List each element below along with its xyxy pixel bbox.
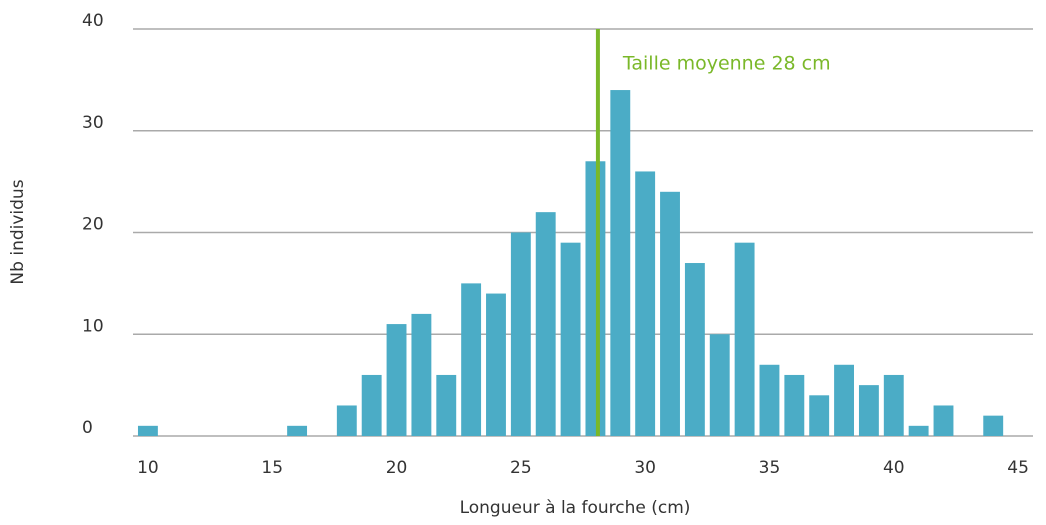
- bar: [784, 374, 805, 436]
- bar: [386, 324, 407, 436]
- y-tick-label: 40: [82, 11, 104, 31]
- bar: [560, 242, 581, 436]
- x-axis-label: Longueur à la fourche (cm): [460, 498, 691, 518]
- bar: [834, 364, 854, 436]
- bar: [535, 212, 556, 436]
- bar: [933, 405, 954, 436]
- bar: [983, 415, 1004, 436]
- y-axis-label: Nb individus: [8, 179, 28, 284]
- x-tick-label: 40: [883, 458, 905, 478]
- bar: [585, 161, 606, 436]
- y-tick-label: 0: [82, 418, 93, 438]
- mean-label: Taille moyenne 28 cm: [622, 53, 831, 75]
- bar: [361, 374, 382, 436]
- x-tick-label: 25: [510, 458, 532, 478]
- bar: [635, 171, 656, 436]
- bar: [486, 293, 506, 436]
- bar: [709, 334, 730, 436]
- bar: [734, 242, 755, 436]
- bar: [137, 425, 158, 436]
- bar: [436, 374, 457, 436]
- y-tick-label: 10: [82, 316, 104, 336]
- bar: [759, 364, 780, 436]
- x-tick-label: 20: [386, 458, 408, 478]
- bar: [858, 385, 879, 436]
- bar: [908, 425, 929, 436]
- y-tick-label: 30: [82, 113, 104, 133]
- bar: [411, 313, 432, 436]
- x-tick-label: 10: [137, 458, 159, 478]
- x-tick-label: 45: [1007, 458, 1029, 478]
- x-tick-label: 15: [261, 458, 283, 478]
- bar: [287, 425, 308, 436]
- x-tick-label: 35: [759, 458, 781, 478]
- bar: [461, 283, 482, 436]
- y-tick-label: 20: [82, 215, 104, 235]
- bar: [610, 90, 631, 437]
- x-tick-label: 30: [634, 458, 656, 478]
- bar: [336, 405, 357, 436]
- bar: [883, 374, 904, 436]
- bar: [660, 191, 680, 436]
- bar: [809, 395, 830, 436]
- bar: [684, 263, 705, 436]
- bar: [510, 232, 531, 436]
